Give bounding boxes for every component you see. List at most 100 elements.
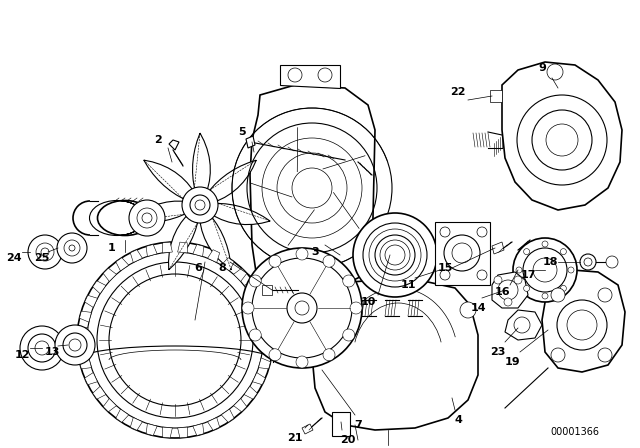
Text: 13: 13 <box>44 347 60 357</box>
Polygon shape <box>130 201 184 223</box>
Polygon shape <box>492 242 504 254</box>
Circle shape <box>561 249 566 254</box>
Circle shape <box>452 243 472 263</box>
Polygon shape <box>200 218 231 270</box>
Circle shape <box>350 302 362 314</box>
Circle shape <box>28 235 62 269</box>
Polygon shape <box>193 423 204 435</box>
Circle shape <box>532 110 592 170</box>
Polygon shape <box>163 427 172 438</box>
Text: 2: 2 <box>154 135 162 145</box>
Polygon shape <box>144 160 192 198</box>
Polygon shape <box>116 258 129 271</box>
Polygon shape <box>84 373 97 385</box>
Polygon shape <box>221 258 234 271</box>
Text: 19: 19 <box>504 357 520 367</box>
Circle shape <box>242 302 254 314</box>
Circle shape <box>249 275 261 287</box>
Polygon shape <box>278 288 338 310</box>
Polygon shape <box>169 140 179 150</box>
Polygon shape <box>93 386 106 399</box>
Circle shape <box>516 267 522 273</box>
Polygon shape <box>210 160 256 201</box>
Polygon shape <box>542 270 625 372</box>
Circle shape <box>551 348 565 362</box>
Ellipse shape <box>97 201 152 236</box>
Polygon shape <box>502 62 622 210</box>
Polygon shape <box>84 295 97 307</box>
Circle shape <box>567 310 597 340</box>
Text: 20: 20 <box>340 435 356 445</box>
Circle shape <box>584 258 592 266</box>
Circle shape <box>343 275 355 287</box>
Circle shape <box>343 329 355 341</box>
Polygon shape <box>280 65 340 88</box>
Circle shape <box>477 270 487 280</box>
Circle shape <box>142 213 152 223</box>
Polygon shape <box>259 311 271 322</box>
Polygon shape <box>178 427 188 438</box>
Text: 23: 23 <box>490 347 506 357</box>
Bar <box>332 412 350 436</box>
Circle shape <box>323 255 335 267</box>
Text: 5: 5 <box>238 127 246 137</box>
Polygon shape <box>116 409 129 422</box>
Polygon shape <box>435 222 490 285</box>
Circle shape <box>444 235 480 271</box>
Polygon shape <box>250 85 375 290</box>
Circle shape <box>440 270 450 280</box>
Polygon shape <box>193 133 211 189</box>
Circle shape <box>20 326 64 370</box>
Circle shape <box>542 241 548 247</box>
Circle shape <box>182 187 218 223</box>
Polygon shape <box>262 343 273 353</box>
Polygon shape <box>262 285 272 295</box>
Circle shape <box>375 235 415 275</box>
Text: 12: 12 <box>14 350 29 360</box>
Circle shape <box>523 248 567 292</box>
Polygon shape <box>77 343 88 353</box>
Circle shape <box>69 339 81 351</box>
Polygon shape <box>490 90 502 102</box>
Circle shape <box>252 258 352 358</box>
Text: 6: 6 <box>194 263 202 273</box>
Circle shape <box>517 95 607 185</box>
Circle shape <box>606 256 618 268</box>
Circle shape <box>295 301 309 315</box>
Text: 00001366: 00001366 <box>550 427 600 437</box>
Polygon shape <box>207 250 220 263</box>
Polygon shape <box>79 311 92 322</box>
Polygon shape <box>253 295 266 307</box>
Text: 4: 4 <box>454 415 462 425</box>
Polygon shape <box>79 358 92 369</box>
Circle shape <box>551 288 565 302</box>
Circle shape <box>269 255 281 267</box>
Circle shape <box>513 238 577 302</box>
Circle shape <box>35 341 49 355</box>
Polygon shape <box>246 136 255 148</box>
Polygon shape <box>207 418 220 430</box>
Text: 15: 15 <box>437 263 452 273</box>
Polygon shape <box>505 310 542 340</box>
Polygon shape <box>244 281 257 294</box>
Circle shape <box>542 293 548 299</box>
Circle shape <box>440 227 450 237</box>
Circle shape <box>323 349 335 361</box>
Circle shape <box>286 295 300 309</box>
Circle shape <box>533 258 557 282</box>
Polygon shape <box>93 281 106 294</box>
Text: 17: 17 <box>520 270 536 280</box>
Circle shape <box>190 195 210 215</box>
Polygon shape <box>244 386 257 399</box>
Polygon shape <box>146 245 157 256</box>
Circle shape <box>546 124 578 156</box>
Circle shape <box>242 248 362 368</box>
Polygon shape <box>163 242 172 253</box>
Circle shape <box>598 348 612 362</box>
Polygon shape <box>221 409 234 422</box>
Polygon shape <box>131 418 143 430</box>
Polygon shape <box>302 424 313 434</box>
Circle shape <box>514 317 530 333</box>
Circle shape <box>318 68 332 82</box>
Circle shape <box>353 213 437 297</box>
